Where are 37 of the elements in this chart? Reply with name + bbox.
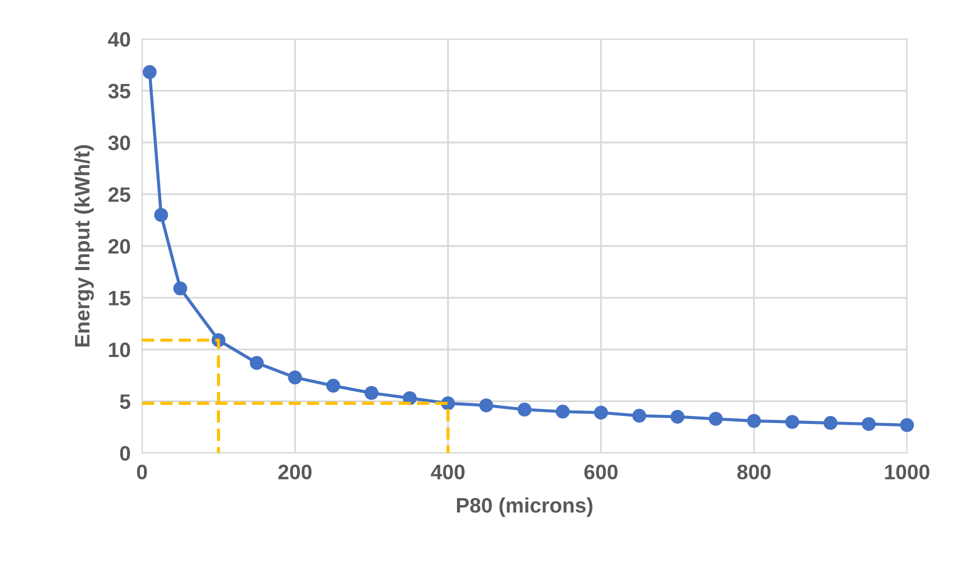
point xyxy=(862,417,876,431)
point xyxy=(142,65,157,80)
point xyxy=(250,356,264,370)
point xyxy=(824,416,838,430)
y-tick-label: 0 xyxy=(120,446,130,461)
point xyxy=(479,398,494,412)
point xyxy=(632,408,646,423)
point xyxy=(747,414,761,428)
y-tick-label: 40 xyxy=(108,32,130,47)
y-axis-title: Energy Input (kWh/t) xyxy=(74,145,94,346)
point xyxy=(900,418,914,432)
point xyxy=(708,412,723,426)
x-tick-label: 800 xyxy=(737,464,771,480)
point xyxy=(364,386,378,400)
x-tick-label: 0 xyxy=(137,464,147,480)
point xyxy=(556,404,570,419)
point xyxy=(594,406,608,420)
x-axis-title: P80 (microns) xyxy=(457,497,592,517)
x-tick-label: 1000 xyxy=(885,464,930,480)
y-tick-label: 20 xyxy=(108,239,130,254)
point xyxy=(288,370,302,384)
point xyxy=(173,281,188,296)
y-tick-label: 10 xyxy=(109,342,130,358)
point xyxy=(326,378,340,393)
point xyxy=(670,410,684,424)
y-tick-label: 5 xyxy=(120,394,130,410)
y-tick-label: 25 xyxy=(108,187,130,202)
y-tick-label: 35 xyxy=(108,84,130,99)
y-tick-label: 30 xyxy=(108,136,130,150)
x-tick-label: 200 xyxy=(278,464,312,480)
point xyxy=(785,415,800,429)
x-tick-label: 400 xyxy=(430,464,465,480)
point xyxy=(402,391,417,406)
x-tick-label: 600 xyxy=(584,464,618,480)
point xyxy=(518,402,532,416)
y-tick-label: 15 xyxy=(109,290,130,306)
point xyxy=(154,208,168,222)
